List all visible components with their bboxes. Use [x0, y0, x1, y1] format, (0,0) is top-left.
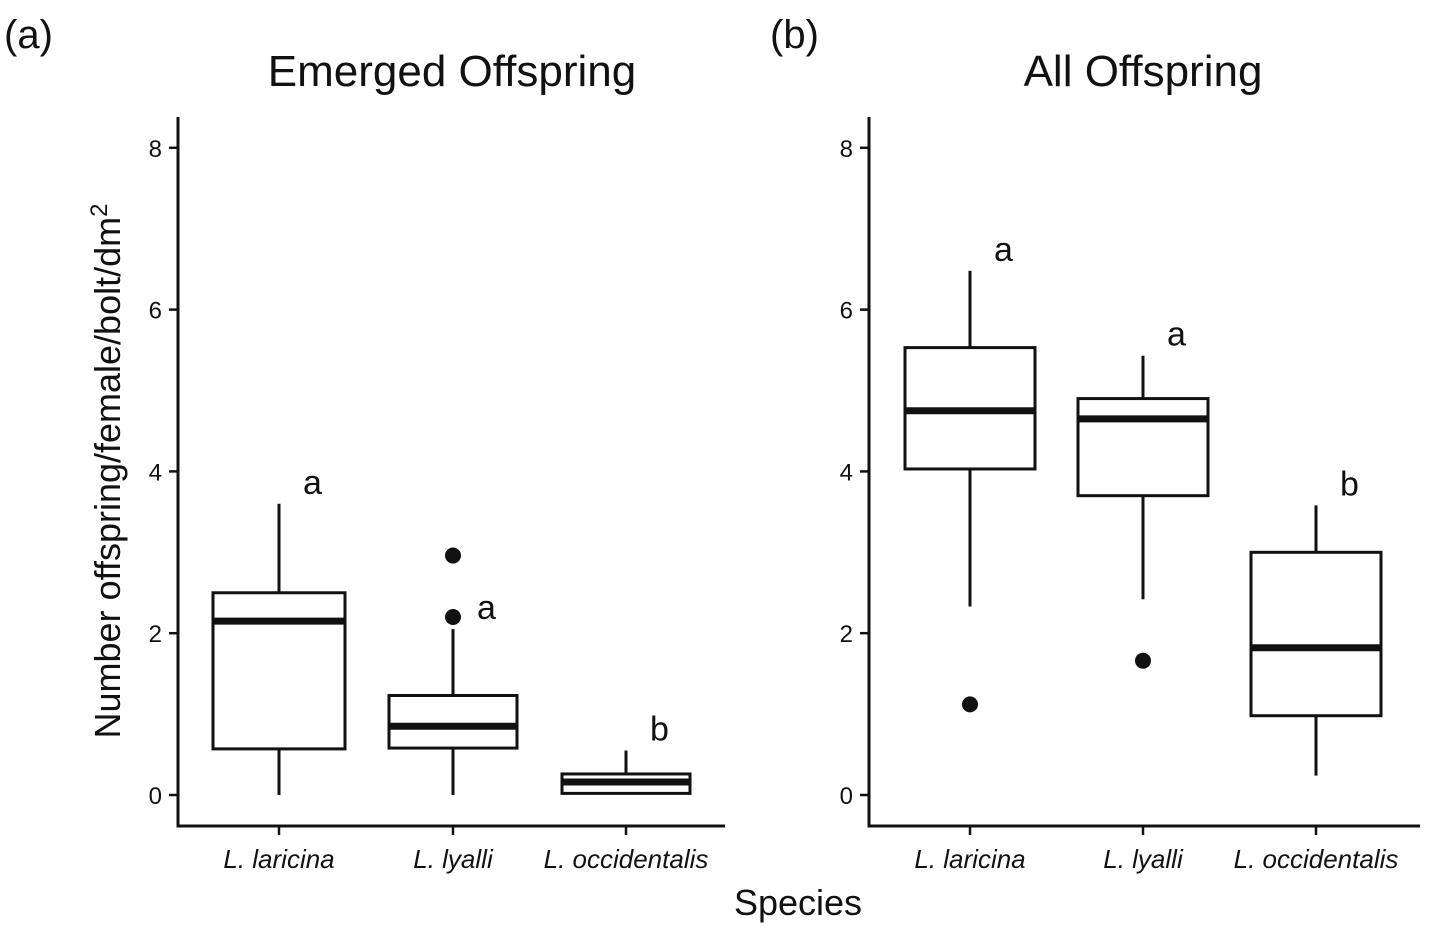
iqr-box: [211, 591, 347, 751]
x-tick-label: L. lyalli: [1103, 844, 1184, 874]
significance-letter: a: [303, 464, 322, 502]
y-tick-label: 6: [149, 298, 162, 325]
y-axis-title-text: Number offspring/female/bolt/dm: [87, 217, 128, 739]
y-tick-label: 0: [149, 783, 162, 810]
y-tick-label: 4: [840, 459, 853, 486]
panel-title: Emerged Offspring: [268, 47, 636, 96]
outlier-point: [445, 609, 461, 626]
y-tick-label: 8: [149, 136, 162, 163]
outlier-point: [1135, 652, 1151, 669]
outlier-point: [962, 696, 978, 713]
y-tick-label: 8: [840, 136, 853, 163]
y-tick-label: 4: [149, 459, 162, 486]
x-tick-label: L. occidentalis: [544, 844, 709, 874]
panel-tag: (b): [770, 13, 819, 57]
significance-letter: b: [1340, 465, 1359, 503]
y-tick-label: 2: [149, 621, 162, 648]
box-1: L. laricina a: [903, 231, 1037, 874]
significance-letter: a: [994, 231, 1013, 269]
x-tick-label: L. laricina: [914, 844, 1025, 874]
iqr-box: [1249, 550, 1383, 718]
y-axis-title-superscript: 2: [86, 204, 113, 217]
significance-letter: a: [1167, 316, 1186, 354]
box-1: L. laricina a: [211, 464, 347, 874]
box-2: L. lyalli a: [387, 547, 519, 874]
x-tick-label: L. occidentalis: [1234, 844, 1399, 874]
box-3: L. occidentalis b: [544, 711, 709, 874]
panel-title: All Offspring: [1024, 47, 1263, 96]
y-tick-label: 6: [840, 298, 853, 325]
significance-letter: b: [650, 711, 669, 749]
x-tick-label: L. laricina: [223, 844, 334, 874]
box-3: L. occidentalis b: [1234, 465, 1399, 874]
y-tick-label: 0: [840, 783, 853, 810]
box-2: L. lyalli a: [1076, 316, 1210, 874]
significance-letter: a: [477, 589, 496, 627]
iqr-box: [1076, 397, 1210, 498]
x-tick-label: L. lyalli: [413, 844, 494, 874]
y-tick-label: 2: [840, 621, 853, 648]
iqr-box: [387, 693, 519, 750]
y-axis-title: Number offspring/female/bolt/dm2: [86, 204, 129, 739]
outlier-point: [445, 547, 461, 564]
panel-tag: (a): [4, 13, 53, 57]
x-axis-title: Species: [734, 882, 862, 923]
